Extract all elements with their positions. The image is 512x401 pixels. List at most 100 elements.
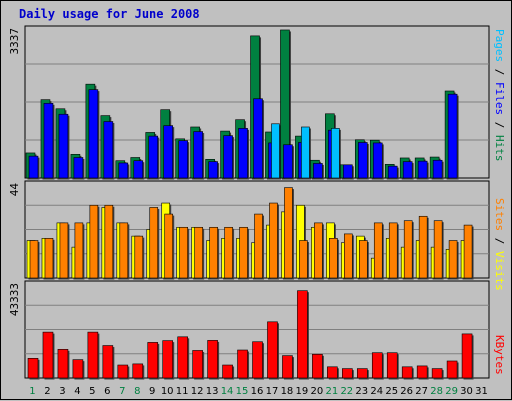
pages-bar [271,123,280,179]
legend-kbytes: KBytes [493,335,506,375]
kbytes-bar [117,364,129,379]
sites-bar [149,207,159,279]
panel-3-legend: KBytes [493,335,506,375]
files-bar [148,135,159,179]
legend-visits: Visits [493,251,506,291]
sites-bar [119,222,129,279]
panel-1-legend: Pages / Files / Hits [493,29,506,162]
kbytes-bar [342,368,353,379]
files-bar [133,160,144,179]
files-bar [238,128,248,179]
x-tick-label: 30 [460,386,473,397]
x-tick-label: 7 [119,386,125,397]
sites-bar [194,226,203,279]
kbytes-bar [371,352,383,379]
x-tick-label: 9 [149,386,155,397]
x-tick-label: 26 [400,386,413,397]
kbytes-bar [401,366,413,379]
kbytes-bar [87,331,99,379]
sites-bar [284,187,293,279]
kbytes-bar [327,366,338,379]
sites-bar [44,238,54,279]
files-bar [283,144,293,179]
legend-files: Files [493,82,506,115]
chart-title: Daily usage for June 2008 [19,7,200,21]
kbytes-bar [162,340,174,379]
kbytes-bar [267,321,278,379]
kbytes-bar [297,290,308,379]
x-tick-label: 23 [355,386,368,397]
kbytes-bar [222,364,233,379]
kbytes-bar [461,333,473,379]
kbytes-bar [282,355,293,379]
kbytes-bar [312,353,323,379]
sites-bar [358,240,368,279]
sites-bar [373,222,383,279]
files-bar [357,142,368,179]
x-tick-label: 12 [191,386,204,397]
kbytes-bar [192,350,203,379]
sites-bar [269,202,278,279]
x-tick-label: 19 [296,386,309,397]
files-bar [58,113,69,179]
legend-hits: Hits [493,135,506,162]
x-tick-label: 4 [74,386,80,397]
x-tick-label: 10 [161,386,174,397]
x-tick-label: 8 [134,386,140,397]
files-bar [372,142,383,179]
x-tick-label: 31 [475,386,488,397]
kbytes-bar [356,368,368,379]
files-bar [28,155,39,179]
files-bar [343,164,353,179]
x-tick-label: 22 [340,386,353,397]
x-tick-label: 3 [59,386,65,397]
files-bar [387,165,398,179]
x-tick-label: 13 [206,386,219,397]
x-tick-label: 17 [266,386,279,397]
sites-bar [239,226,248,279]
files-bar [88,89,99,179]
x-tick-label: 20 [311,386,324,397]
x-tick-label: 2 [44,386,50,397]
files-bar [43,102,54,179]
sites-bar [74,222,84,279]
pages-bar [301,126,310,179]
legend-separator: / [493,231,506,251]
files-bar [253,98,263,179]
legend-separator: / [493,62,506,82]
sites-bar [403,220,413,279]
kbytes-bar [416,365,428,379]
files-bar [402,161,413,179]
kbytes-bar [72,359,84,379]
files-bar [178,140,188,179]
sites-bar [314,222,323,279]
legend-separator: / [493,115,506,135]
kbytes-bar [207,340,218,379]
kbytes-bar [147,342,159,379]
pages-bar [331,128,340,179]
x-tick-label: 25 [385,386,398,397]
sites-bar [164,213,174,279]
kbytes-bar [57,349,69,379]
panel-2-legend: Sites / Visits [493,198,506,291]
files-bar [193,131,203,179]
panel-1-max-label: 3337 [8,28,21,55]
legend-pages: Pages [493,29,506,62]
files-bar [163,125,174,179]
kbytes-bar [27,358,39,379]
sites-bar [433,220,443,279]
x-tick-label: 1 [29,386,35,397]
x-tick-label: 29 [445,386,458,397]
x-tick-label: 27 [415,386,428,397]
kbytes-bar [431,368,443,379]
x-tick-label: 11 [176,386,189,397]
x-tick-label: 21 [325,386,338,397]
panel-3-max-label: 43333 [8,283,21,316]
x-tick-label: 14 [221,386,234,397]
sites-bar [463,224,473,279]
legend-sites: Sites [493,198,506,231]
sites-bar [59,222,69,279]
sites-bar [179,226,188,279]
